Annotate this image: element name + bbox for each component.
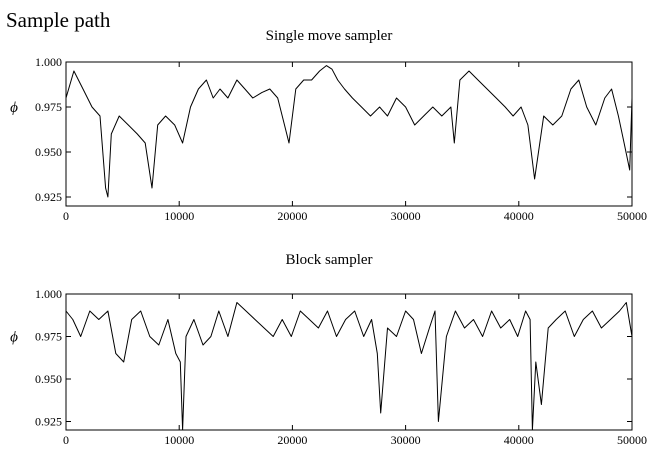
x-tick-label: 50000 [617, 433, 647, 447]
x-tick-label: 30000 [391, 433, 421, 447]
block-sampler-panel: Block sampler ϕ 0 10000 20000 30000 40000 500… [10, 252, 647, 447]
y-tick-label: 1.000 [35, 55, 62, 69]
chart-title: Block sampler [285, 252, 372, 268]
y-axis-label: ϕ [10, 330, 18, 346]
y-tick-label: 0.925 [35, 190, 62, 204]
y-tick-label: 0.950 [35, 145, 62, 159]
y-axis-label: ϕ [10, 100, 18, 116]
x-tick-label: 40000 [504, 433, 534, 447]
x-tick-label: 50000 [617, 209, 647, 223]
y-tick-label: 0.975 [35, 100, 62, 114]
y-tick-label: 0.925 [35, 415, 62, 429]
x-tick-label: 10000 [164, 433, 194, 447]
y-tick-label: 1.000 [35, 287, 62, 301]
x-tick-label: 30000 [391, 209, 421, 223]
y-tick-label: 0.975 [35, 330, 62, 344]
y-tick-label: 0.950 [35, 372, 62, 386]
chart-title: Single move sampler [266, 28, 393, 44]
plot-frame [65, 61, 633, 207]
series-line [65, 65, 633, 198]
series-line [65, 302, 633, 431]
plot-frame [65, 293, 633, 431]
x-tick-label: 20000 [277, 433, 307, 447]
x-tick-label: 0 [63, 209, 69, 223]
x-tick-label: 10000 [164, 209, 194, 223]
page-heading: Sample path [6, 8, 111, 32]
single-move-panel: Single move sampler ϕ 0 10000 20000 30000 40… [10, 28, 647, 223]
x-tick-label: 0 [63, 433, 69, 447]
x-tick-label: 40000 [504, 209, 534, 223]
x-tick-label: 20000 [277, 209, 307, 223]
